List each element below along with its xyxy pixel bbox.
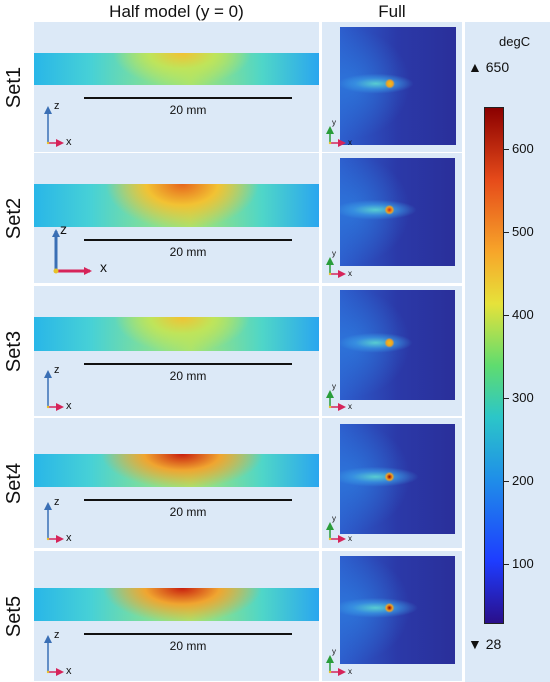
colorbar-tick (504, 564, 509, 566)
full-heatmap (340, 556, 455, 664)
colorbar-tick (504, 481, 509, 483)
half-model-panel: 20 mm z x (34, 286, 319, 416)
scale-bar-label: 20 mm (169, 103, 207, 117)
colorbar-tick (504, 148, 509, 150)
temperature-strip (34, 184, 319, 227)
half-model-panel: 20 mm z x (34, 22, 319, 152)
full-heatmap (340, 158, 455, 266)
colorbar-tick-label: 500 (512, 223, 534, 239)
colorbar-tick-label: 100 (512, 556, 534, 572)
temperature-strip (34, 588, 319, 621)
colorbar-tick-label: 200 (512, 473, 534, 489)
scale-bar-label: 20 mm (169, 245, 207, 259)
full-heatmap (340, 424, 455, 534)
colorbar-max: ▲ 650 (468, 59, 510, 75)
set-label: Set1 (3, 66, 26, 108)
colorbar-tick (504, 314, 509, 316)
colorbar-tick (504, 231, 509, 233)
scale-bar-label: 20 mm (169, 369, 207, 383)
scale-bar-label: 20 mm (169, 505, 207, 519)
colorbar-tick-label: 400 (512, 306, 534, 322)
header-full: Full (378, 2, 406, 21)
set-label: Set4 (3, 462, 26, 504)
scale-bar (84, 97, 292, 99)
temperature-strip (34, 317, 319, 351)
scale-bar (84, 363, 292, 365)
half-model-panel: 20 mm z x (34, 153, 319, 283)
colorbar-tick (504, 397, 509, 399)
set-label: Set2 (3, 197, 26, 239)
set-label: Set3 (3, 330, 26, 372)
scale-bar (84, 499, 292, 501)
full-heatmap (340, 27, 456, 145)
scale-bar (84, 239, 292, 241)
colorbar-tick-label: 300 (512, 389, 534, 405)
scale-bar (84, 633, 292, 635)
full-heatmap (340, 290, 455, 400)
triangle-down-icon: ▼ (468, 636, 482, 652)
temperature-strip (34, 454, 319, 487)
header-half-model: Half model (y = 0) (109, 2, 244, 21)
colorbar-min: ▼ 28 (468, 636, 502, 652)
half-model-panel: 20 mm z x (34, 551, 319, 681)
scale-bar-label: 20 mm (169, 639, 207, 653)
set-label: Set5 (3, 595, 26, 637)
colorbar-tick-label: 600 (512, 140, 534, 156)
triangle-up-icon: ▲ (468, 59, 482, 75)
colorbar-unit: degC (499, 34, 531, 49)
half-model-panel: 20 mm z x (34, 418, 319, 548)
colorbar-panel (465, 22, 550, 682)
temperature-strip (34, 53, 319, 85)
colorbar-gradient (484, 107, 504, 624)
